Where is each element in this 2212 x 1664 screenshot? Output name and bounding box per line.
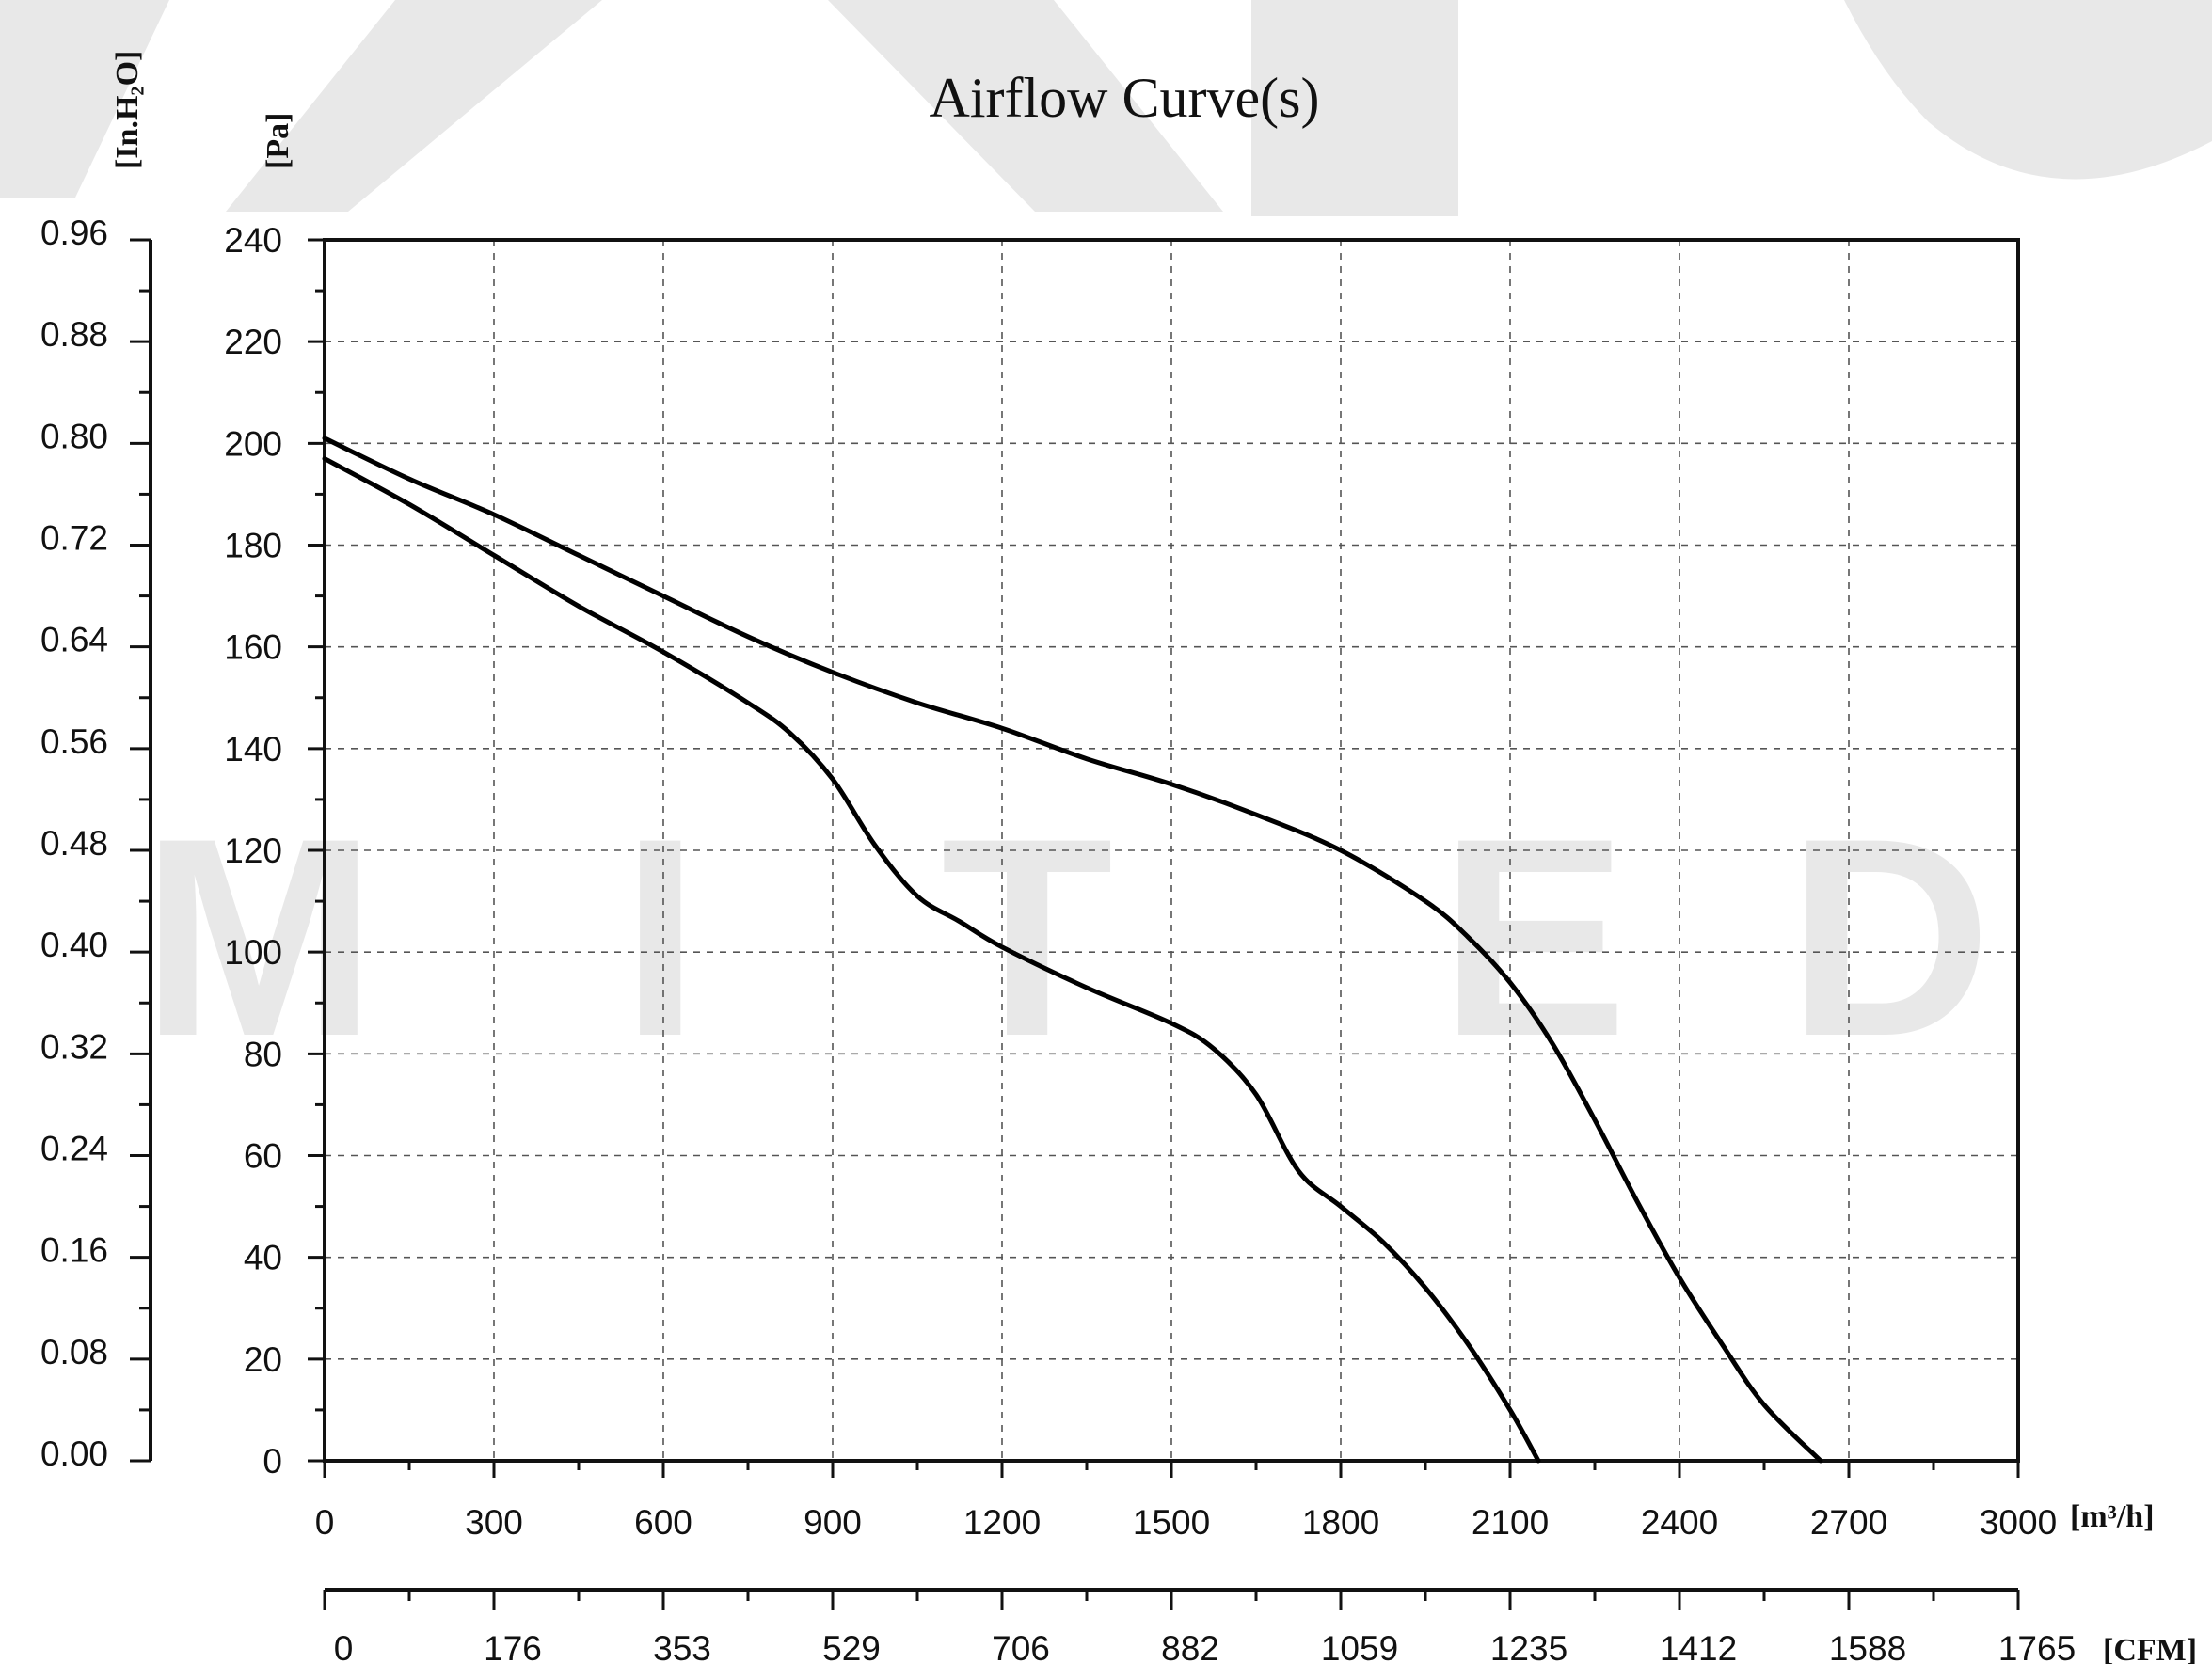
y-tick-label: 240 — [224, 221, 282, 260]
x-tick-label: 900 — [804, 1503, 862, 1542]
y2-tick-label: 0.80 — [40, 417, 108, 455]
y-tick-label: 120 — [224, 832, 282, 870]
x-tick-label: 1200 — [963, 1503, 1041, 1542]
x2-tick-label: 706 — [992, 1629, 1050, 1664]
watermark-letter: T — [941, 779, 1113, 1095]
series-line-1 — [322, 436, 1823, 1464]
y2-tick-label: 0.40 — [40, 926, 108, 964]
series-line-2 — [322, 456, 1541, 1464]
watermark-shape — [1844, 0, 2212, 180]
x2-tick-label: 882 — [1161, 1629, 1219, 1664]
y-tick-label: 40 — [244, 1239, 282, 1277]
x-tick-label: 1800 — [1302, 1503, 1379, 1542]
y-tick-label: 20 — [244, 1340, 282, 1379]
x-tick-label: 3000 — [1980, 1503, 2057, 1542]
y-tick-label: 140 — [224, 730, 282, 769]
watermark-letter: D — [1788, 779, 1992, 1095]
grid-lines — [325, 240, 2018, 1461]
chart-title: Airflow Curve(s) — [930, 67, 1320, 129]
x2-tick-label: 529 — [822, 1629, 881, 1664]
watermark-letter: I — [621, 779, 699, 1095]
y-tick-label: 200 — [224, 424, 282, 463]
y-tick-label: 100 — [224, 933, 282, 972]
y-tick-label: 80 — [244, 1035, 282, 1073]
series-lines — [322, 436, 1823, 1464]
watermark-shape — [226, 0, 602, 212]
y-unit-label: [Pa] — [261, 113, 295, 169]
y2-tick-label: 0.24 — [40, 1130, 108, 1168]
x2-tick-label: 1765 — [1998, 1629, 2076, 1664]
x2-unit-label: [CFM] — [2103, 1633, 2197, 1664]
y2-tick-label: 0.96 — [40, 214, 108, 252]
watermark-shape — [828, 0, 1223, 212]
y2-tick-label: 0.72 — [40, 519, 108, 558]
x2-tick-label: 353 — [653, 1629, 711, 1664]
y2-tick-label: 0.48 — [40, 824, 108, 863]
watermark-shape — [1251, 0, 1458, 216]
watermark-letter: M — [141, 779, 376, 1095]
y-tick-label: 180 — [224, 527, 282, 565]
x-tick-label: 600 — [634, 1503, 692, 1542]
watermark-shape — [0, 0, 169, 198]
y-tick-label: 60 — [244, 1137, 282, 1176]
x-tick-label: 2100 — [1472, 1503, 1549, 1542]
x-tick-label: 0 — [315, 1503, 335, 1542]
y2-tick-label: 0.56 — [40, 722, 108, 761]
x2-tick-label: 1235 — [1490, 1629, 1567, 1664]
x-tick-label: 300 — [465, 1503, 523, 1542]
y2-tick-label: 0.16 — [40, 1231, 108, 1270]
y2-tick-label: 0.88 — [40, 315, 108, 354]
x2-tick-label: 176 — [484, 1629, 542, 1664]
x2-tick-label: 1059 — [1321, 1629, 1398, 1664]
y2-tick-label: 0.08 — [40, 1333, 108, 1371]
x-unit-label: [m³/h] — [2070, 1499, 2155, 1534]
y2-tick-label: 0.00 — [40, 1434, 108, 1473]
x2-tick-label: 1588 — [1829, 1629, 1906, 1664]
y2-tick-label: 0.32 — [40, 1027, 108, 1066]
x-tick-label: 2400 — [1641, 1503, 1718, 1542]
y-tick-label: 0 — [263, 1442, 282, 1481]
y-tick-label: 220 — [224, 323, 282, 361]
x2-tick-label: 0 — [334, 1629, 354, 1664]
y2-unit-label: [In.H₂O] — [110, 51, 145, 169]
x-tick-label: 1500 — [1133, 1503, 1210, 1542]
x2-tick-label: 1412 — [1660, 1629, 1737, 1664]
y-tick-label: 160 — [224, 628, 282, 667]
x-tick-label: 2700 — [1810, 1503, 1887, 1542]
y2-tick-label: 0.64 — [40, 621, 108, 659]
